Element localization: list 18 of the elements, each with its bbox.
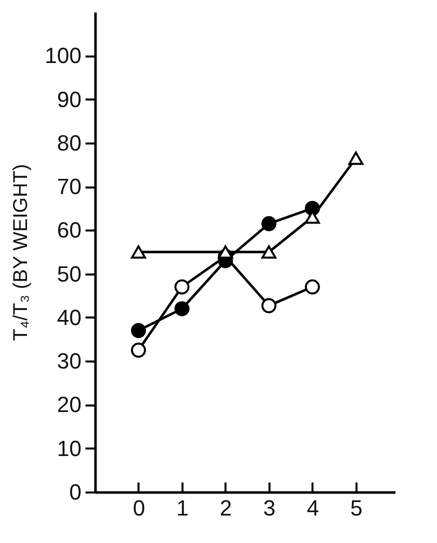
y-tick-label: 0 [69, 480, 82, 504]
x-tick-label: 4 [306, 496, 320, 520]
y-axis-title: T₄/T₃ (BY WEIGHT) [10, 164, 32, 342]
y-tick-label: 10 [57, 436, 82, 461]
y-tick-label: 70 [57, 174, 82, 200]
y-tick-label: 80 [57, 130, 82, 156]
x-tick-label: 2 [220, 496, 232, 520]
y-tick-label: 50 [57, 261, 82, 286]
x-tick-label: 3 [263, 496, 276, 520]
y-tick-label: 30 [57, 348, 82, 374]
y-tick-label: 60 [57, 218, 82, 243]
x-tick-label: 0 [132, 496, 146, 520]
x-tick-label: 5 [350, 496, 362, 520]
y-tick-label: 90 [57, 86, 82, 112]
y-tick-label: 40 [57, 304, 82, 330]
y-tick-label: 20 [57, 392, 82, 418]
y-tick-label: 100 [44, 43, 82, 68]
x-tick-label: 1 [176, 496, 189, 520]
